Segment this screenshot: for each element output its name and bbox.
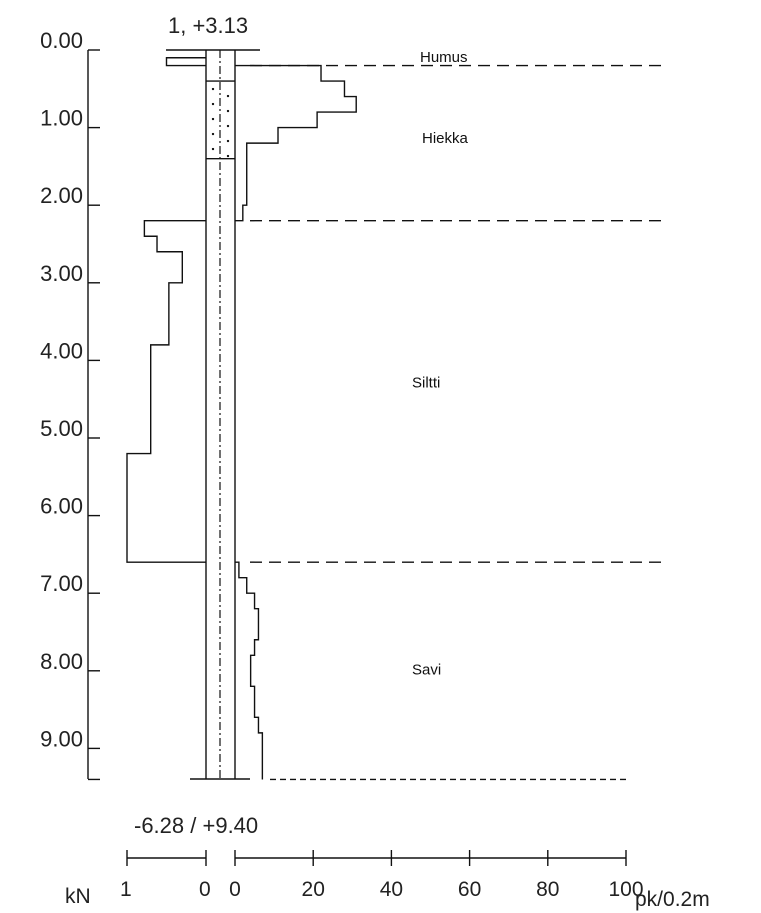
loose-dot bbox=[211, 102, 215, 106]
loose-dot bbox=[226, 139, 230, 143]
pk-tick-label: 60 bbox=[458, 878, 481, 901]
layer-label: Siltti bbox=[412, 375, 440, 392]
loose-dot bbox=[226, 154, 230, 158]
pk-unit-label: pk/0.2m bbox=[635, 888, 710, 911]
loose-dot bbox=[226, 109, 230, 113]
depth-tick-label: 1.00 bbox=[40, 106, 83, 131]
layer-label: Humus bbox=[420, 49, 468, 66]
loose-dot bbox=[226, 94, 230, 98]
layer-label: Hiekka bbox=[422, 130, 469, 147]
depth-tick-label: 2.00 bbox=[40, 183, 83, 208]
depth-tick-label: 0.00 bbox=[40, 28, 83, 53]
pk-tick-label: 20 bbox=[302, 878, 325, 901]
loose-dot bbox=[211, 147, 215, 151]
bottom-label: -6.28 / +9.40 bbox=[134, 813, 258, 838]
loose-zone-box bbox=[206, 80, 235, 160]
pk-scale: pk/0.2m 0 20 40 60 80 100 bbox=[229, 850, 710, 911]
rod bbox=[205, 50, 236, 779]
pk-tick-label: 0 bbox=[229, 878, 241, 901]
kn-tick-label: 1 bbox=[120, 878, 132, 901]
pk-tick-label: 40 bbox=[380, 878, 403, 901]
depth-tick-label: 6.00 bbox=[40, 494, 83, 519]
loose-dot bbox=[211, 87, 215, 91]
pk-tick-label: 100 bbox=[608, 878, 643, 901]
kn-unit-label: kN bbox=[65, 885, 91, 908]
loose-dot bbox=[226, 124, 230, 128]
depth-tick-label: 7.00 bbox=[40, 571, 83, 596]
depth-tick-label: 5.00 bbox=[40, 416, 83, 441]
torque-kn-profile bbox=[126, 57, 206, 563]
depth-tick-label: 4.00 bbox=[40, 338, 83, 363]
layer-labels: Humus Hiekka Siltti Savi bbox=[412, 49, 469, 679]
depth-tick-label: 8.00 bbox=[40, 649, 83, 674]
kn-scale: kN 1 0 bbox=[65, 850, 211, 908]
depth-tick-label: 3.00 bbox=[40, 261, 83, 286]
point-label: 1, +3.13 bbox=[168, 13, 248, 38]
loose-dot bbox=[211, 117, 215, 121]
loose-dot bbox=[211, 132, 215, 136]
kn-tick-label: 0 bbox=[199, 878, 211, 901]
penetration-pk-profile bbox=[235, 64, 357, 780]
depth-axis-ticks: 0.00 1.00 2.00 3.00 4.00 5.00 6.00 7.00 8.00 9.00 bbox=[40, 28, 100, 781]
layer-boundaries bbox=[250, 64, 666, 781]
depth-tick-label: 9.00 bbox=[40, 726, 83, 751]
layer-label: Savi bbox=[412, 662, 441, 679]
pk-tick-label: 80 bbox=[536, 878, 559, 901]
